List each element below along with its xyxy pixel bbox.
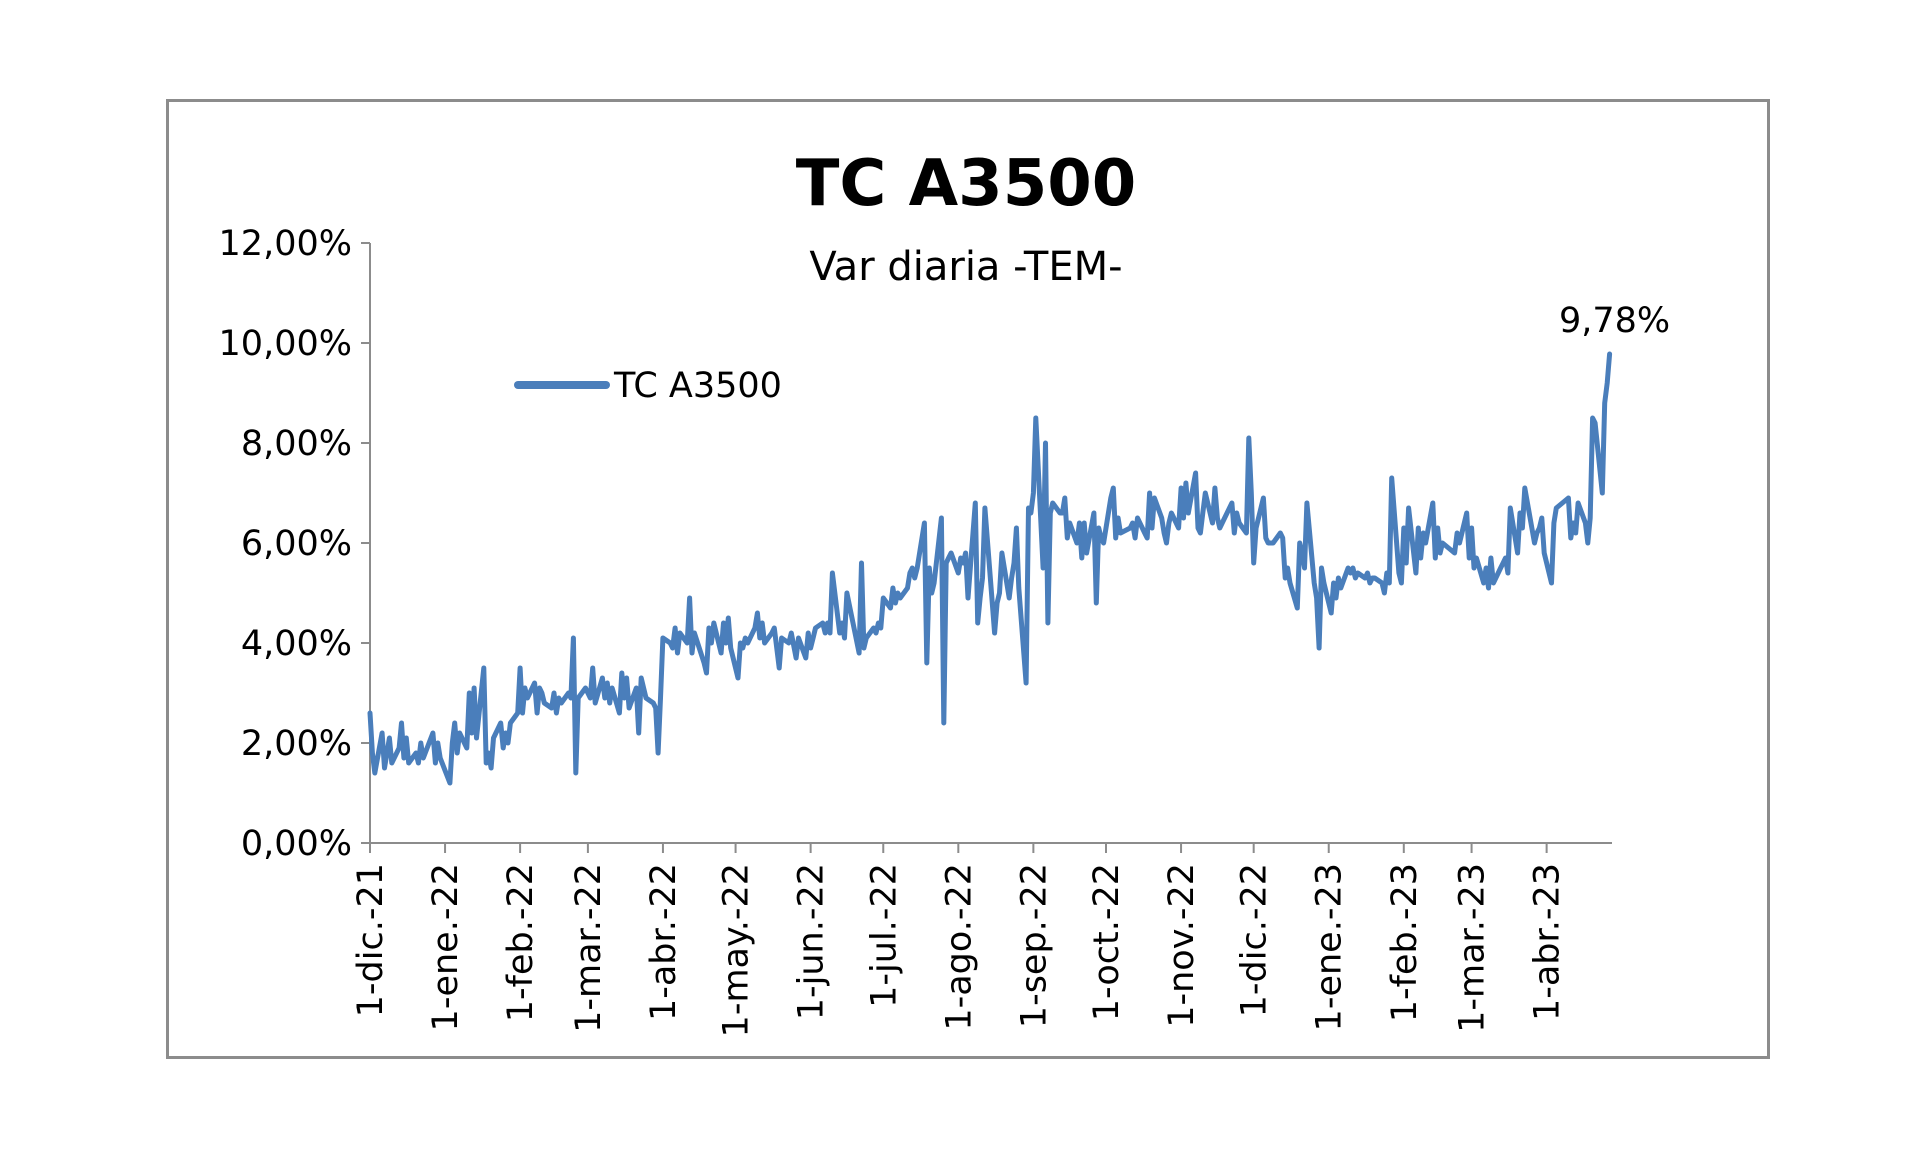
series-line xyxy=(367,351,1613,786)
x-tick-label: 1-oct.-22 xyxy=(1087,863,1127,1021)
y-tick-label: 10,00% xyxy=(219,324,352,364)
x-tick-label: 1-jul.-22 xyxy=(864,863,904,1008)
y-axis: 0,00% 2,00% 4,00% 6,00% 8,00% 10,00% 12,00% xyxy=(219,224,371,864)
x-tick-label: 1-abr.-23 xyxy=(1528,863,1568,1021)
y-tick-label: 4,00% xyxy=(241,624,352,664)
x-tick-label: 1-abr.-22 xyxy=(644,863,684,1021)
x-tick-label: 1-may.-22 xyxy=(717,863,757,1037)
x-tick-label: 1-jun.-22 xyxy=(792,863,832,1020)
x-tick-label: 1-dic.-22 xyxy=(1235,863,1275,1017)
legend-label: TC A3500 xyxy=(613,366,782,406)
y-tick-label: 2,00% xyxy=(241,724,352,764)
x-tick-label: 1-feb.-23 xyxy=(1385,863,1425,1022)
chart-subtitle: Var diaria -TEM- xyxy=(809,244,1122,290)
x-tick-label: 1-mar.-23 xyxy=(1453,863,1493,1033)
series-layer xyxy=(367,351,1613,786)
x-tick-label: 1-ago.-22 xyxy=(939,863,979,1031)
x-tick-label: 1-feb.-22 xyxy=(501,863,541,1022)
x-tick-label: 1-dic.-21 xyxy=(351,863,391,1017)
legend: TC A3500 xyxy=(514,366,782,406)
y-tick-label: 6,00% xyxy=(241,524,352,564)
annotation-layer: 9,78% xyxy=(1559,301,1670,341)
y-tick-label: 8,00% xyxy=(241,424,352,464)
x-tick-label: 1-nov.-22 xyxy=(1162,863,1202,1028)
data-label: 9,78% xyxy=(1559,301,1670,341)
chart-title: TC A3500 xyxy=(796,147,1137,221)
x-tick-label: 1-sep.-22 xyxy=(1014,863,1054,1028)
x-axis: 1-dic.-21 1-ene.-22 1-feb.-22 1-mar.-22 1-ab… xyxy=(351,842,1612,1037)
x-tick-label: 1-mar.-22 xyxy=(569,863,609,1033)
y-tick-label: 12,00% xyxy=(219,224,352,264)
y-tick-label: 0,00% xyxy=(241,824,352,864)
x-tick-label: 1-ene.-22 xyxy=(426,863,466,1031)
x-tick-label: 1-ene.-23 xyxy=(1310,863,1350,1031)
